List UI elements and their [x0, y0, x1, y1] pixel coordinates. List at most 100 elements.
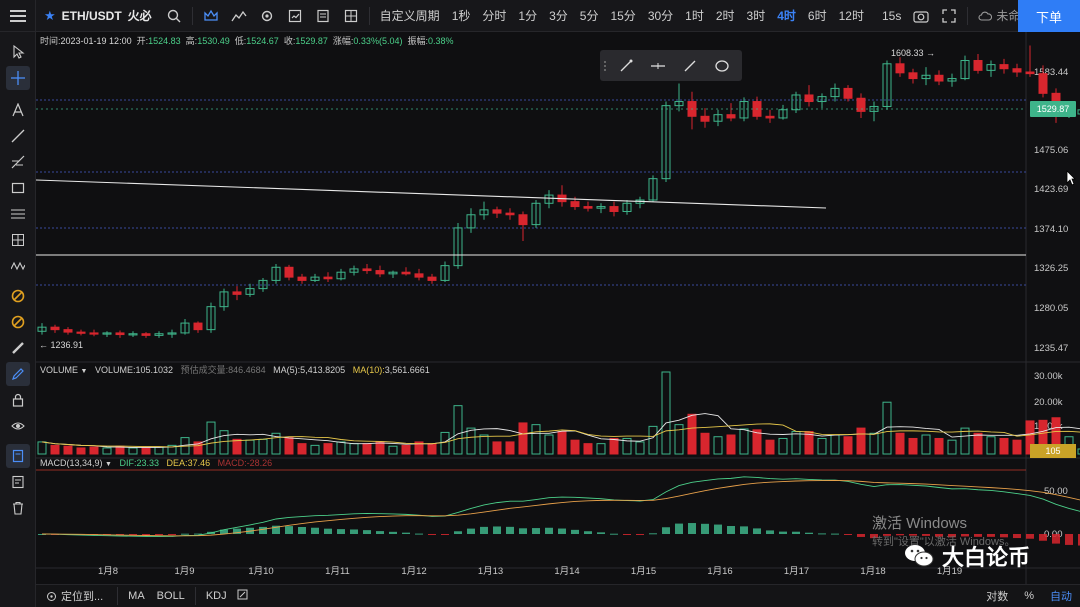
interval-tab[interactable]: 15分	[610, 8, 636, 23]
auto-scale-toggle[interactable]: 自动	[1050, 591, 1072, 603]
kdj-toggle[interactable]: KDJ	[205, 590, 227, 602]
edit-list-icon[interactable]	[6, 470, 30, 494]
macd-histogram-bar	[545, 527, 553, 534]
volume-bar	[128, 447, 138, 455]
custom-period-dropdown[interactable]: 自定义周期	[379, 8, 440, 23]
magnet-strong-icon[interactable]	[6, 310, 30, 334]
macd-histogram-bar	[532, 528, 540, 534]
log-scale-toggle[interactable]: 对数	[986, 591, 1009, 603]
price-axis-label: 1280.05	[1034, 303, 1068, 314]
fullscreen-icon[interactable]	[935, 0, 963, 32]
indicator-crown-icon[interactable]	[197, 0, 225, 32]
magnet-gold-icon[interactable]	[6, 284, 30, 308]
macd-histogram-bar	[662, 527, 670, 534]
trash-icon[interactable]	[6, 496, 30, 520]
candlestick-chart[interactable]: 1583.44 1475.06 1423.69 1374.10 1326.25 1280.…	[36, 32, 1080, 584]
edit-icon[interactable]	[233, 589, 252, 603]
order-button[interactable]: 下单	[1018, 0, 1080, 32]
interval-tab[interactable]: 3分	[549, 8, 568, 23]
chart-type-icon[interactable]	[225, 0, 253, 32]
eye-visibility-icon[interactable]	[6, 414, 30, 438]
chart-area[interactable]: 1583.44 1475.06 1423.69 1374.10 1326.25 1280.…	[36, 32, 1080, 584]
candle-body	[63, 329, 73, 333]
wave-pattern-icon[interactable]	[6, 254, 30, 278]
interval-tab[interactable]: 30分	[647, 8, 674, 23]
favorite-star-icon[interactable]: ★	[44, 7, 56, 23]
candle-body	[271, 266, 281, 281]
line-tool-popup	[600, 50, 742, 81]
candle-body	[583, 206, 593, 209]
trend-line-icon[interactable]	[6, 124, 30, 148]
interval-tab[interactable]: 分时	[482, 8, 507, 23]
volume-bar	[908, 437, 918, 455]
date-axis-label: 1月8	[98, 566, 118, 577]
interval-tab[interactable]: 4时	[777, 8, 796, 23]
bottom-toolbar: 定位到... MA BOLL KDJ 对数 % 自动	[36, 584, 1080, 607]
boll-toggle[interactable]: BOLL	[156, 590, 185, 602]
symbol-selector[interactable]: ★ ETH/USDT 火必	[36, 7, 160, 24]
macd-indicator-name[interactable]: MACD(13,34,9)	[40, 458, 103, 468]
ellipse-tool-icon[interactable]	[706, 50, 738, 81]
settings-gear-icon[interactable]	[253, 0, 281, 32]
interval-tab[interactable]: 6时	[807, 8, 827, 23]
interval-tab[interactable]: 1时	[685, 8, 704, 23]
macd-value: -28.26	[246, 458, 273, 468]
ruler-icon[interactable]	[6, 336, 30, 360]
macd-histogram-bar	[766, 530, 774, 534]
cursor-arrow-icon[interactable]	[6, 40, 30, 64]
pen-drawing-icon[interactable]	[6, 362, 30, 386]
candle-body	[934, 74, 944, 82]
macd-histogram-bar	[779, 531, 787, 534]
fib-tool-icon[interactable]	[6, 150, 30, 174]
interval-15s[interactable]: 15s	[881, 8, 902, 23]
measure-grid-icon[interactable]	[6, 228, 30, 252]
percent-scale-toggle[interactable]: %	[1024, 590, 1034, 602]
volume-indicator-name[interactable]: VOLUME	[40, 365, 79, 375]
template-icon[interactable]	[309, 0, 337, 32]
search-icon[interactable]	[160, 0, 188, 32]
candle-body	[479, 209, 489, 216]
crosshair-icon[interactable]	[6, 66, 30, 90]
macd-histogram-bar	[571, 529, 579, 534]
camera-icon[interactable]	[907, 0, 935, 32]
horizontal-lines-icon[interactable]	[6, 202, 30, 226]
macd-histogram-bar	[883, 534, 891, 536]
interval-tab[interactable]: 1分	[518, 8, 538, 23]
menu-icon[interactable]	[0, 0, 36, 32]
lock-icon[interactable]	[6, 388, 30, 412]
drag-handle-icon[interactable]	[600, 50, 610, 81]
interval-tab[interactable]: 2时	[715, 8, 735, 23]
date-axis-label: 1月17	[784, 566, 809, 577]
volume-bar	[622, 437, 632, 455]
macd-histogram-bar	[493, 526, 501, 534]
candle-body	[375, 270, 385, 275]
trend-line-tool-icon[interactable]	[610, 50, 642, 81]
interval-tab[interactable]: 12时	[838, 8, 864, 23]
volume-bar	[661, 371, 671, 455]
interval-tab[interactable]: 3时	[746, 8, 766, 23]
text-tool-icon[interactable]	[6, 98, 30, 122]
rectangle-tool-icon[interactable]	[6, 176, 30, 200]
candle-body	[843, 87, 853, 99]
ma-toggle[interactable]: MA	[128, 590, 145, 602]
volume-bar	[609, 437, 619, 455]
macd-histogram-bar	[441, 534, 449, 535]
chevron-down-icon[interactable]: ▼	[80, 368, 88, 375]
layout-grid-icon[interactable]	[337, 0, 365, 32]
current-price-tag: 1529.87	[1030, 101, 1076, 117]
ray-tool-icon[interactable]	[674, 50, 706, 81]
macd-histogram-bar	[363, 530, 371, 534]
candle-body	[830, 87, 840, 98]
goto-date-button[interactable]: 定位到...	[36, 588, 113, 604]
candle-body	[492, 209, 502, 214]
candle-body	[609, 206, 619, 212]
object-tree-icon[interactable]	[6, 444, 30, 468]
save-layout-icon[interactable]	[281, 0, 309, 32]
interval-tab[interactable]: 5分	[579, 8, 599, 23]
horizontal-ray-tool-icon[interactable]	[642, 50, 674, 81]
candle-body	[739, 101, 749, 119]
interval-tab[interactable]: 1秒	[451, 8, 471, 23]
chevron-down-icon[interactable]: ▼	[105, 461, 112, 468]
divider	[191, 6, 193, 25]
